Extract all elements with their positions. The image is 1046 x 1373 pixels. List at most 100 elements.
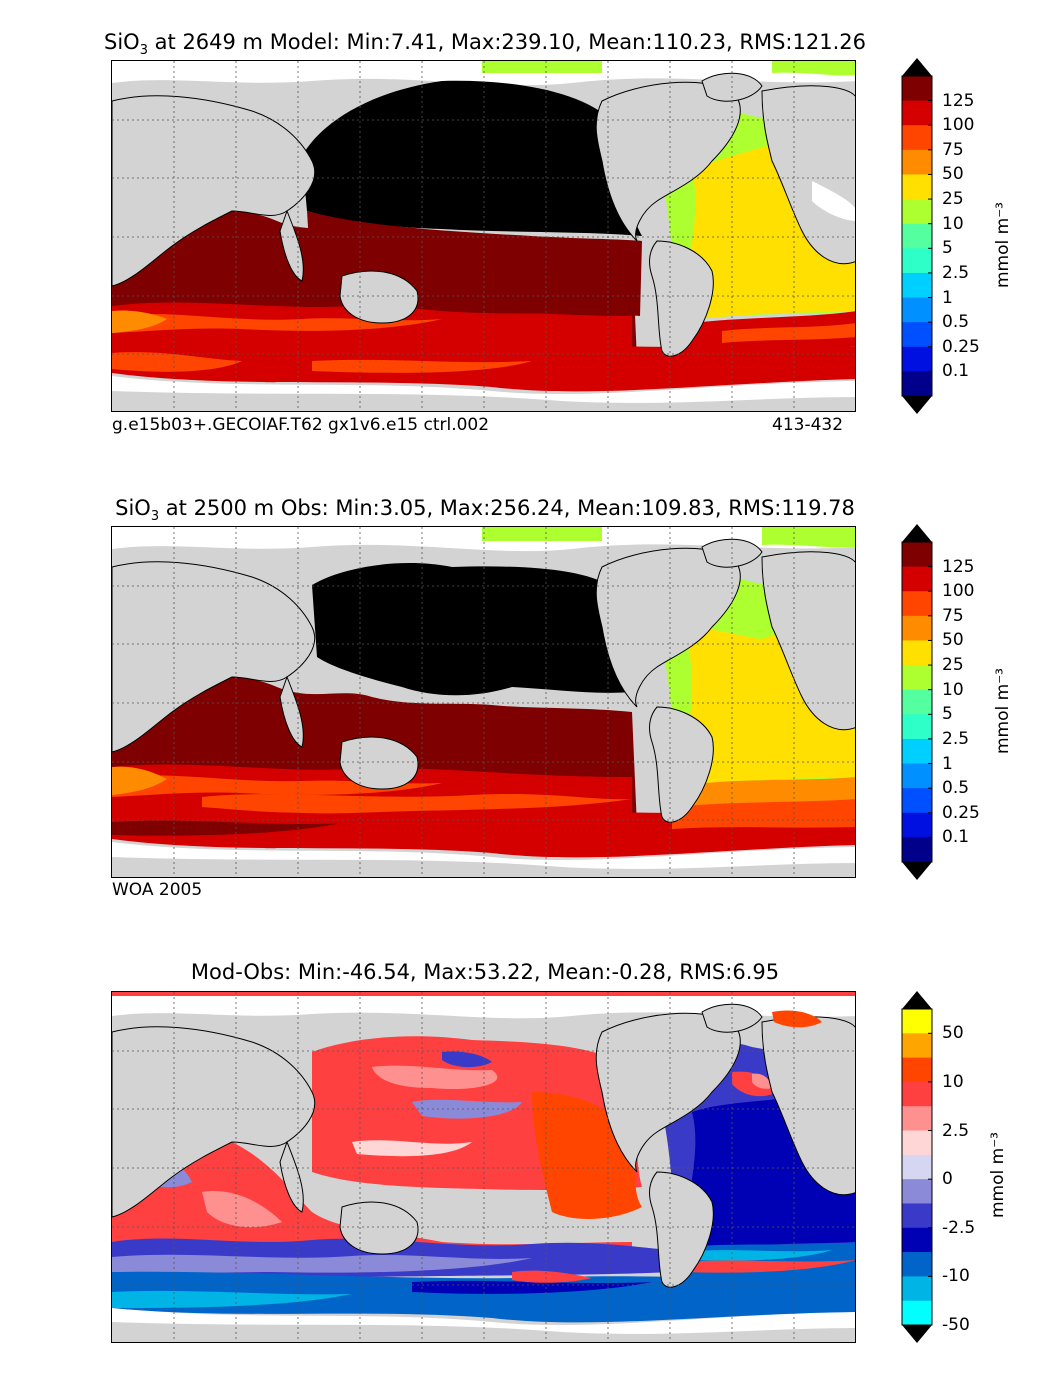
panel1-colorbar-swatch [902, 149, 932, 175]
panel3-colorbar-tick-label: 0 [942, 1169, 953, 1190]
panel1-colorbar-swatch [902, 297, 932, 323]
panel3-colorbar-swatch [902, 1252, 932, 1277]
panel3-colorbar-swatch [902, 1276, 932, 1302]
panel1-colorbar: 125 100 75 50 25 10 5 2.5 1 0.5 0.25 0.1 [900, 58, 980, 414]
panel3-colorbar-under-arrow [902, 1325, 932, 1343]
panel3-colorbar-swatch [902, 1081, 932, 1107]
panel2-colorbar-tick-label: 25 [942, 655, 964, 676]
panel1-colorbar-unit: mmol m⁻³ [993, 202, 1013, 288]
panel2-colorbar-swatch [902, 640, 932, 666]
panel1-colorbar-tick-label: 0.5 [942, 312, 970, 333]
panel3-colorbar-outline [901, 1008, 933, 1326]
panel3-colorbar-swatch [902, 1106, 932, 1132]
panel3-colorbar-svg [901, 991, 933, 1343]
panel2-caption-left: WOA 2005 [112, 880, 203, 900]
panel1-colorbar-swatch [902, 272, 932, 299]
panel1-map-svg [112, 61, 855, 411]
panel3-colorbar-swatch [902, 1130, 932, 1156]
panel1-colorbar-tick-label: 10 [942, 213, 964, 234]
panel2-colorbar-swatch [902, 812, 932, 838]
panel3-colorbar-swatch [902, 1033, 932, 1059]
panel1-colorbar-swatch [902, 76, 932, 102]
panel1-title-sub: 3 [139, 43, 148, 59]
panel2-colorbar-swatch [902, 689, 932, 715]
panel3-colorbar-tick-label: 2.5 [942, 1120, 970, 1141]
panel1-title: SiO3 at 2649 m Model: Min:7.41, Max:239.… [30, 30, 940, 58]
panel1-colorbar-tick-label: 50 [942, 164, 964, 185]
panel3-colorbar-tick-label: -50 [942, 1315, 970, 1335]
panel1-colorbar-swatch [902, 125, 932, 151]
panel1-colorbar-swatch [902, 199, 932, 225]
panel3-colorbar-over-arrow [902, 991, 932, 1009]
panel1-colorbar-svg [901, 58, 933, 414]
panel1-colorbar-tick-label: 5 [942, 238, 953, 259]
panel2-colorbar-swatch [902, 566, 932, 592]
panel2-colorbar-tick-label: 100 [942, 581, 975, 602]
panel1-colorbar-tick-label: 100 [942, 115, 975, 136]
panel1-colorbar-tick-label: 125 [942, 90, 975, 111]
panel3-map [111, 991, 856, 1343]
panel2-colorbar-swatch [902, 615, 932, 641]
panel2-colorbar-tick-label: 5 [942, 704, 953, 725]
panel2-colorbar-swatch [902, 542, 932, 568]
panel1-caption-right: 413-432 [772, 415, 844, 435]
panel2-colorbar-swatch [902, 665, 932, 691]
panel1-colorbar-swatch [902, 371, 932, 397]
panel2-colorbar-svg [901, 524, 933, 880]
panel2-colorbar-swatch [902, 788, 932, 814]
panel1-colorbar-tick-label: 75 [942, 139, 964, 160]
panel2-colorbar-outline [901, 541, 933, 863]
panel1-colorbar-tick-label: 2.5 [942, 262, 970, 283]
panel1-colorbar-swatch [902, 322, 932, 348]
panel3-title-text: Mod-Obs: Min:-46.54, Max:53.22, Mean:-0.… [190, 960, 780, 984]
panel2-colorbar-tick-label: 10 [942, 679, 964, 700]
panel2-title: SiO3 at 2500 m Obs: Min:3.05, Max:256.24… [30, 496, 940, 524]
panel3-colorbar-swatch [902, 1227, 932, 1253]
panel2-colorbar-swatch [902, 591, 932, 617]
panel2-title-rest: at 2500 m Obs: Min:3.05, Max:256.24, Mea… [159, 496, 855, 520]
panel2-colorbar-tick-label: 75 [942, 605, 964, 626]
panel1-colorbar-tick-label: 0.25 [942, 336, 980, 357]
panel1-colorbar-outline [901, 75, 933, 397]
panel2-map [111, 526, 856, 878]
panel3-colorbar-unit: mmol m⁻³ [988, 1132, 1008, 1218]
panel2-colorbar-over-arrow [902, 524, 932, 542]
panel3-colorbar-swatch [902, 1179, 932, 1204]
panel2-colorbar-unit: mmol m⁻³ [993, 668, 1013, 754]
panel2-colorbar-swatch [902, 738, 932, 765]
panel2-colorbar-swatch [902, 763, 932, 789]
panel2-colorbar-tick-label: 125 [942, 556, 975, 577]
panel1-colorbar-swatch [902, 248, 932, 274]
panel1-title-rest: at 2649 m Model: Min:7.41, Max:239.10, M… [147, 30, 866, 54]
panel1-colorbar-tick-label: 1 [942, 287, 953, 308]
panel2-title-prefix: SiO [115, 496, 151, 520]
panel3-colorbar-tick-label: 50 [942, 1023, 964, 1044]
panel2-colorbar: 125 100 75 50 25 10 5 2.5 1 0.5 0.25 0.1 [900, 524, 980, 880]
panel2-colorbar-tick-label: 50 [942, 630, 964, 651]
panel1-map [111, 60, 856, 412]
panel1-colorbar-swatch [902, 100, 932, 126]
panel3-colorbar-tick-label: 10 [942, 1071, 964, 1092]
panel2-colorbar-tick-label: 1 [942, 753, 953, 774]
panel3-colorbar-swatch [902, 1203, 932, 1229]
panel1-caption-left: g.e15b03+.GECOIAF.T62 gx1v6.e15 ctrl.002 [112, 415, 490, 435]
panel2-colorbar-swatch [902, 837, 932, 863]
panel3-map-svg [112, 992, 855, 1342]
panel2-map-svg [112, 527, 855, 877]
panel3-colorbar-swatch [902, 1009, 932, 1034]
panel2-colorbar-under-arrow [902, 862, 932, 880]
panel1-colorbar-tick-label: 0.1 [942, 361, 970, 382]
panel3-title: Mod-Obs: Min:-46.54, Max:53.22, Mean:-0.… [30, 960, 940, 984]
panel3-colorbar-tick-label: -2.5 [942, 1217, 976, 1238]
panel3-colorbar-tick-label: -10 [942, 1266, 970, 1287]
panel2-colorbar-tick-label: 0.25 [942, 802, 980, 823]
panel1-colorbar-swatch [902, 223, 932, 249]
panel2-title-sub: 3 [150, 509, 160, 525]
panel2-colorbar-tick-label: 0.1 [942, 827, 970, 848]
panel1-colorbar-tick-label: 25 [942, 189, 964, 210]
panel1-colorbar-swatch [902, 346, 932, 372]
panel1-colorbar-under-arrow [902, 396, 932, 414]
panel3-colorbar-swatch [902, 1057, 932, 1083]
panel1-colorbar-over-arrow [902, 58, 932, 76]
panel3-colorbar: 50 10 2.5 0 -2.5 -10 -50 [900, 991, 975, 1343]
